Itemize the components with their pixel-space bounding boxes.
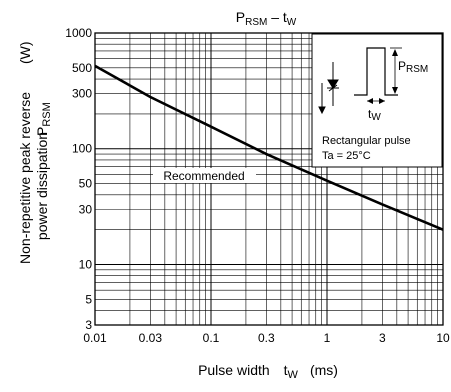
y-tick-label: 300	[72, 87, 92, 101]
x-tick-label: 3	[379, 331, 386, 345]
recommended-annotation: Recommended	[153, 168, 256, 183]
inset-line1: Rectangular pulse	[322, 135, 411, 147]
y-axis-unit: (W)	[17, 41, 33, 64]
inset-tw-label: tW	[368, 107, 381, 123]
diode-icon	[318, 62, 339, 115]
x-axis-label: Pulse width tW (ms)	[198, 362, 338, 381]
y-tick-label: 3	[85, 318, 92, 332]
y-axis-label-line1: Non-repetitive peak reverse	[17, 92, 33, 264]
y-tick-label: 50	[79, 177, 93, 191]
inset-prsm-label: PRSM	[398, 59, 428, 75]
x-tick-label: 10	[436, 331, 450, 345]
x-tick-label: 0.03	[139, 331, 163, 345]
y-tick-labels: 3 5 10 30 50 100 300 500 1000	[65, 26, 92, 332]
y-axis-label: Non-repetitive peak reverse power dissip…	[17, 41, 53, 264]
inset-legend: PRSM tW Rectangular pulse Ta = 25°C	[311, 33, 443, 168]
x-tick-label: 0.1	[203, 331, 220, 345]
x-tick-label: 0.3	[258, 331, 275, 345]
x-tick-labels: 0.01 0.03 0.1 0.3 1 3 10	[83, 331, 450, 345]
y-tick-label: 500	[72, 61, 92, 75]
title-subscript: RSM	[245, 17, 267, 28]
x-tick-label: 0.01	[83, 331, 107, 345]
y-axis-label-line2: power dissipation	[34, 132, 50, 240]
x-tick-label: 1	[324, 331, 331, 345]
y-axis-var: PRSM	[34, 102, 53, 136]
y-tick-label: 10	[79, 257, 93, 271]
y-tick-label: 30	[79, 202, 93, 216]
inset-line2: Ta = 25°C	[322, 150, 371, 162]
y-tick-label: 100	[72, 142, 92, 156]
recommended-label: Recommended	[163, 169, 244, 183]
y-tick-label: 1000	[65, 26, 92, 40]
y-tick-label: 5	[85, 292, 92, 306]
plot-frame	[94, 32, 444, 326]
pulse-icon	[354, 47, 402, 104]
chart-title: PRSM – tW	[236, 9, 297, 28]
